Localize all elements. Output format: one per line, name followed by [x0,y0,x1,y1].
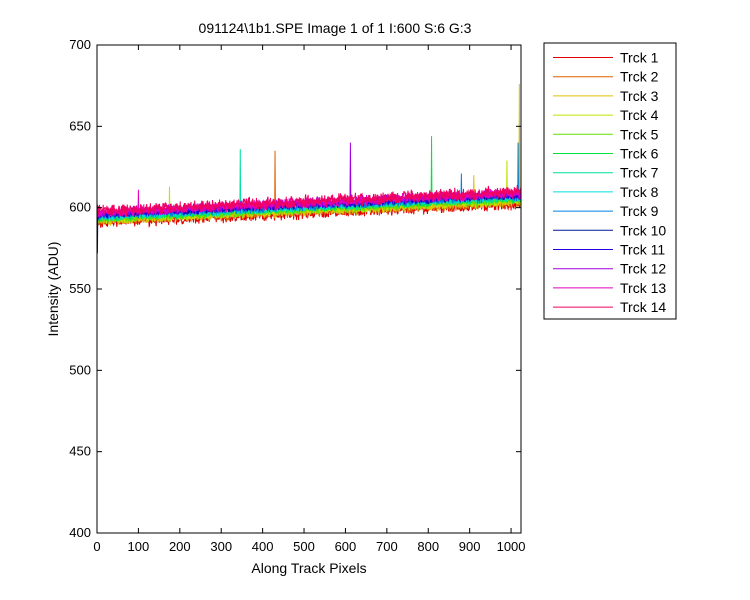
x-tick-label: 300 [210,539,232,554]
x-tick-label: 1000 [497,539,526,554]
x-axis: 0 100 200 300 400 500 600 700 800 900 1000 [93,45,526,554]
legend-label: Trck 3 [620,88,659,104]
y-tick-label: 550 [69,281,91,296]
legend-label: Trck 9 [620,203,659,219]
plot-area [97,45,521,533]
legend-label: Trck 4 [620,107,659,123]
legend-label: Trck 8 [620,184,659,200]
legend-label: Trck 6 [620,146,659,162]
legend-box [543,42,677,320]
x-tick-label: 200 [169,539,191,554]
legend-label: Trck 11 [620,242,665,258]
y-tick-label: 400 [69,525,91,540]
y-tick-label: 650 [69,118,91,133]
x-tick-label: 100 [128,539,150,554]
x-tick-label: 700 [376,539,398,554]
legend-label: Trck 7 [620,165,659,181]
y-tick-label: 500 [69,362,91,377]
x-tick-label: 800 [417,539,439,554]
y-tick-label: 450 [69,444,91,459]
legend-label: Trck 12 [620,261,666,277]
legend-label: Trck 10 [620,222,666,238]
y-axis: 400 450 500 550 600 650 700 [69,37,521,540]
x-tick-label: 400 [252,539,274,554]
legend-label: Trck 1 [620,50,659,66]
legend-label: Trck 13 [620,280,666,296]
x-axis-title: Along Track Pixels [251,560,366,576]
series-layer [97,84,521,254]
series-line [97,184,521,217]
y-tick-label: 600 [69,200,91,215]
legend: Trck 1 Trck 2 Trck 3 Trck 4 Trck 5 Trck 6 Trck… [543,42,677,320]
y-tick-label: 700 [69,37,91,52]
x-tick-label: 900 [459,539,481,554]
x-tick-label: 600 [335,539,357,554]
y-axis-title: Intensity (ADU) [45,242,61,337]
legend-label: Trck 5 [620,126,659,142]
legend-label: Trck 2 [620,69,659,85]
x-tick-label: 0 [93,539,100,554]
legend-label: Trck 14 [620,299,666,315]
x-tick-label: 500 [293,539,315,554]
chart-title: 091124\1b1.SPE Image 1 of 1 I:600 S:6 G:… [199,20,472,36]
